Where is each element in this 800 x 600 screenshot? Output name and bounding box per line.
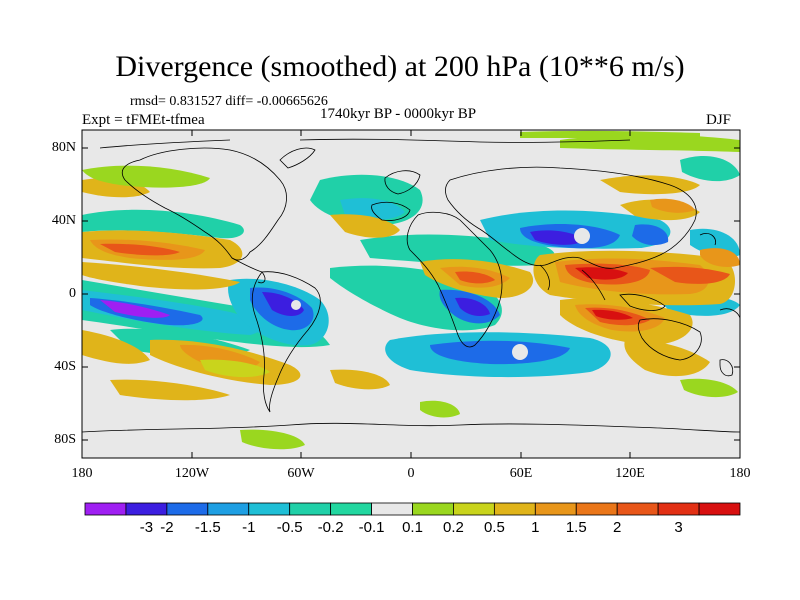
colorbar [84, 502, 741, 516]
colorbar-swatch [289, 502, 332, 516]
lon-tick-label: 180 [71, 466, 93, 481]
colorbar-swatch [84, 502, 127, 516]
colorbar-swatch [371, 502, 413, 516]
lon-tick-label: 180 [729, 466, 751, 481]
colorbar-swatch [125, 502, 168, 516]
lat-tick-label: 0 [69, 286, 76, 301]
lon-tick-label: 60W [287, 466, 315, 481]
lon-tick-label: 60E [509, 466, 533, 481]
colorbar-swatch [330, 502, 372, 516]
colorbar-swatch [575, 502, 618, 516]
season-label: DJF [706, 112, 732, 128]
colorbar-swatch [453, 502, 495, 516]
colorbar-tick-label: -2 [160, 519, 174, 536]
colorbar-tick-label: -1 [242, 519, 256, 536]
colorbar-tick-label: -0.1 [358, 519, 385, 536]
colorbar-tick-label: 0.2 [443, 519, 464, 536]
map-plot-area [82, 130, 740, 458]
colorbar-tick-label: 3 [674, 519, 683, 536]
weak-positive-fields [82, 130, 740, 450]
plot-frame [81, 129, 741, 459]
colorbar-tick-label: -0.2 [317, 519, 344, 536]
lat-tick-marks [82, 147, 740, 441]
lon-tick-label: 0 [407, 466, 415, 481]
colorbar-swatch [616, 502, 659, 516]
colorbar-tick-label: 0.5 [483, 519, 505, 536]
lat-tick-label: 80N [51, 140, 76, 155]
lat-tick-label: 80S [54, 432, 76, 447]
colorbar-tick-label: -0.5 [276, 519, 303, 536]
colorbar-swatch [412, 502, 454, 516]
colorbar-tick-label: -3 [139, 519, 154, 536]
colorbar-swatch [698, 502, 741, 516]
colorbar-tick-label: 0.1 [402, 519, 423, 536]
colorbar-swatch [166, 502, 209, 516]
lat-tick-label: 40N [51, 213, 76, 228]
negative-divergence-fields [82, 155, 740, 378]
period-label: 1740kyr BP - 0000kyr BP [320, 106, 477, 122]
coastlines [82, 138, 740, 433]
colorbar-swatch [248, 502, 291, 516]
colorbar-tick-label: 2 [613, 519, 622, 536]
lon-tick-label: 120E [615, 466, 645, 481]
colorbar-tick-label: 1.5 [565, 519, 587, 536]
colorbar-swatch [493, 502, 536, 516]
lat-tick-label: 40S [54, 359, 76, 374]
lon-tick-label: 120W [174, 466, 210, 481]
lon-tick-marks [81, 130, 741, 458]
colorbar-swatch [534, 502, 577, 516]
colorbar-swatch [657, 502, 700, 516]
stats-text: rmsd= 0.831527 diff= -0.00665626 [130, 94, 328, 109]
colorbar-swatch [207, 502, 250, 516]
colorbar-tick-label: 1 [531, 519, 540, 536]
colorbar-tick-label: -1.5 [194, 519, 221, 536]
experiment-label: Expt = tFMEt-tfmea [82, 112, 205, 128]
map-title: Divergence (smoothed) at 200 hPa (10**6 … [115, 50, 685, 83]
